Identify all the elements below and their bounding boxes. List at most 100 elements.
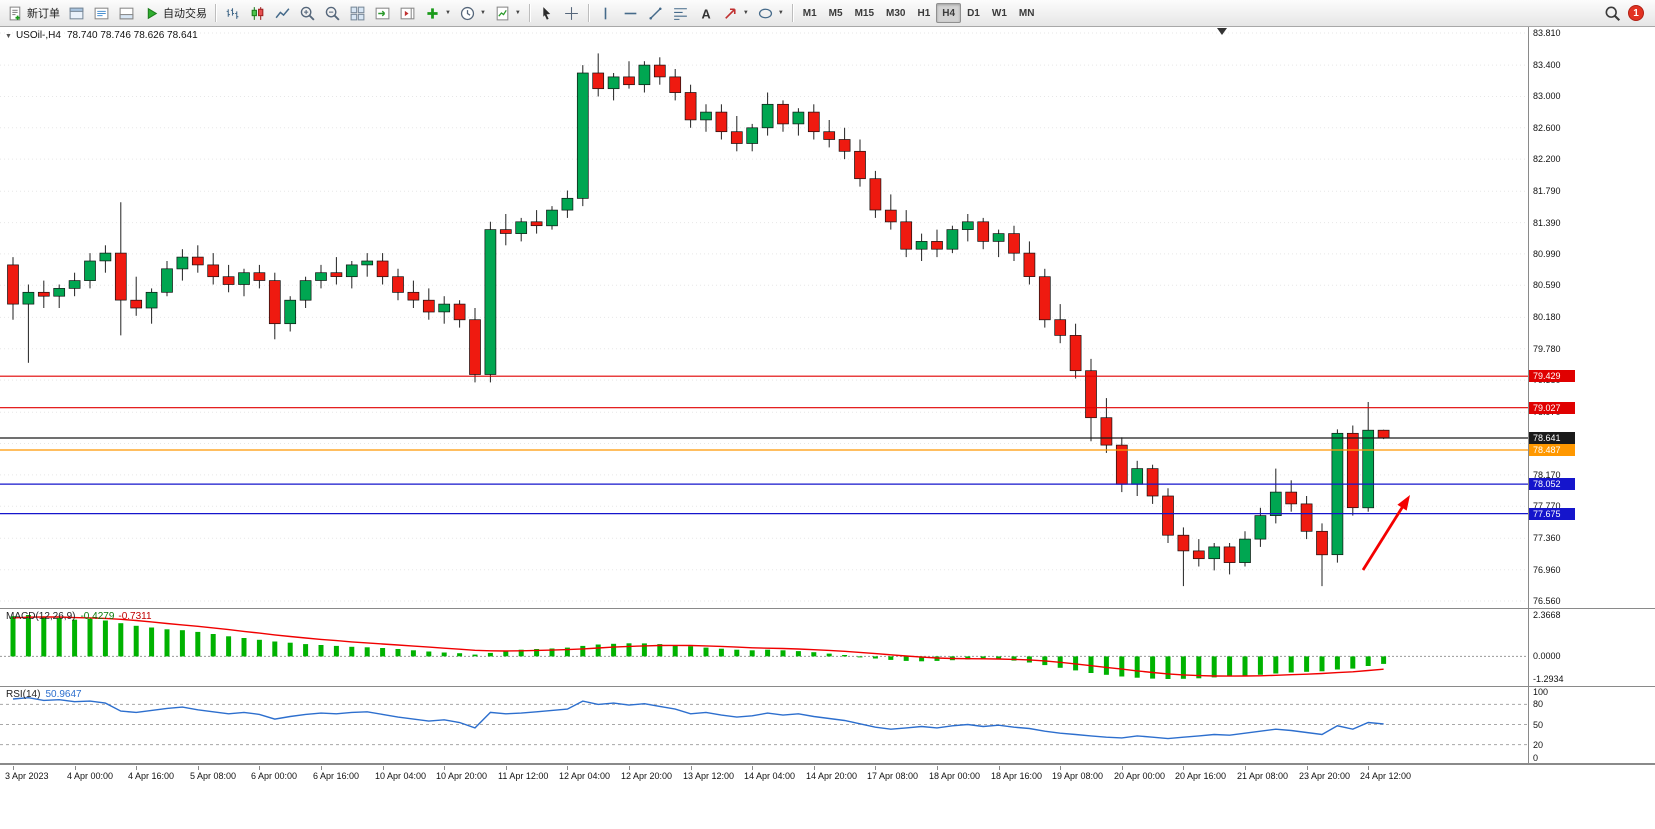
market-watch-button[interactable] — [89, 2, 114, 24]
arrow-tools-button[interactable]: ▼ — [718, 2, 753, 24]
timeframe-m5-button[interactable]: M5 — [828, 7, 843, 19]
bull-candle — [992, 233, 1005, 242]
bear-candle — [191, 256, 204, 266]
macd-histogram-bar — [102, 620, 108, 657]
macd-panel[interactable]: MACD(12,26,9) -0.4279 -0.7311 — [0, 609, 1528, 687]
rsi-panel[interactable]: RSI(14) 50.9647 — [0, 687, 1528, 764]
ohlc-values: 78.740 78.746 78.626 78.641 — [66, 30, 198, 41]
notification-badge[interactable]: 1 — [1628, 5, 1644, 21]
autotrading-button[interactable]: 自动交易 — [139, 2, 211, 24]
line-chart-button[interactable] — [270, 2, 295, 24]
new-order-button[interactable]: 新订单 — [3, 2, 64, 24]
candles-icon — [249, 5, 266, 22]
bear-candle — [1023, 252, 1036, 277]
macd-histogram-bar — [272, 641, 278, 657]
timeframe-h1-button[interactable]: H1 — [917, 7, 931, 19]
hline-icon — [622, 5, 639, 22]
bull-candle — [515, 221, 528, 234]
time-axis-label: 23 Apr 20:00 — [1299, 771, 1351, 781]
time-axis[interactable]: 3 Apr 2023 4 Apr 00:00 4 Apr 16:00 5 Apr 08… — [0, 764, 1655, 784]
timeframe-mn-button[interactable]: MN — [1018, 7, 1035, 19]
timeframe-d1-button[interactable]: D1 — [967, 7, 980, 19]
macd-axis-label: 2.3668 — [1533, 610, 1561, 620]
chart-shift-button[interactable] — [395, 2, 420, 24]
time-axis-label: 20 Apr 16:00 — [1175, 771, 1227, 781]
timeframe-h4-button[interactable]: H4 — [936, 3, 962, 23]
bull-candle — [299, 280, 312, 301]
buy-arrow-annotation[interactable] — [1361, 499, 1408, 571]
trendline-button[interactable] — [643, 2, 668, 24]
indicators-button[interactable]: ▼ — [420, 2, 455, 24]
time-tick — [1368, 766, 1369, 770]
time-axis-label: 20 Apr 00:00 — [1114, 771, 1166, 781]
window-icon — [68, 5, 85, 22]
horizontal-line-button[interactable] — [618, 2, 643, 24]
rsi-canvas[interactable] — [0, 687, 1528, 764]
symbol-dropdown-icon[interactable]: ▼ — [5, 33, 12, 40]
timeframe-w1-button[interactable]: W1 — [991, 7, 1007, 19]
macd-histogram-bar — [349, 646, 355, 657]
time-axis-label: 4 Apr 16:00 — [128, 771, 175, 781]
price-axis-label: 83.810 — [1533, 28, 1561, 38]
price-axis-label: 83.000 — [1533, 91, 1561, 101]
bar-chart-button[interactable] — [220, 2, 245, 24]
rsi-scale[interactable]: 100 80 50 20 0 — [1528, 687, 1655, 764]
time-axis-label: 10 Apr 04:00 — [375, 771, 427, 781]
macd-histogram-bar — [1257, 656, 1263, 675]
candlestick-chart-button[interactable] — [245, 2, 270, 24]
macd-histogram-bar — [133, 625, 139, 657]
bear-candle — [530, 221, 543, 227]
macd-scale[interactable]: 2.3668 0.0000 -1.2934 — [1528, 609, 1655, 687]
rsi-axis-label: 100 — [1533, 687, 1549, 697]
macd-histogram-bar — [749, 650, 755, 657]
timeframe-m15-button[interactable]: M15 — [854, 7, 875, 19]
vertical-line-button[interactable] — [593, 2, 618, 24]
macd-histogram-bar — [580, 645, 586, 657]
macd-name: MACD(12,26,9) — [6, 611, 76, 622]
time-tick — [567, 766, 568, 770]
chart-shift-marker[interactable] — [1217, 28, 1227, 35]
fibonacci-button[interactable] — [668, 2, 693, 24]
terminal-window-button[interactable] — [114, 2, 139, 24]
time-tick — [136, 766, 137, 770]
time-axis-label: 21 Apr 08:00 — [1237, 771, 1289, 781]
macd-histogram-bar — [549, 648, 555, 657]
periods-button[interactable]: ▼ — [455, 2, 490, 24]
macd-histogram-bar — [703, 647, 709, 657]
bear-candle — [1100, 417, 1113, 446]
rsi-axis-label: 50 — [1533, 720, 1544, 730]
price-chart[interactable]: ▼ USOil-,H4 78.740 78.746 78.626 78.641 — [0, 27, 1528, 609]
crosshair-button[interactable] — [559, 2, 584, 24]
zoom-out-button[interactable] — [320, 2, 345, 24]
timeframe-m30-button[interactable]: M30 — [886, 7, 906, 19]
macd-histogram-bar — [287, 642, 293, 657]
text-label-button[interactable]: A — [693, 2, 718, 24]
price-scale[interactable]: 83.810 83.400 83.000 82.600 82.200 81.790 81.3… — [1528, 27, 1655, 609]
search-icon — [1604, 5, 1621, 22]
macd-histogram-bar — [780, 650, 786, 657]
macd-histogram-bar — [1288, 656, 1294, 673]
candlestick-canvas[interactable] — [0, 27, 1528, 609]
auto-scroll-button[interactable] — [370, 2, 395, 24]
search-button[interactable] — [1600, 2, 1625, 24]
macd-histogram-bar — [10, 616, 16, 657]
macd-histogram-bar — [826, 653, 832, 657]
macd-canvas[interactable] — [0, 609, 1528, 687]
charts-window-button[interactable] — [64, 2, 89, 24]
tile-windows-button[interactable] — [345, 2, 370, 24]
shape-tools-button[interactable]: ▼ — [753, 2, 788, 24]
rsi-line — [12, 696, 1384, 740]
bear-candle — [1316, 530, 1328, 556]
timeframe-m1-button[interactable]: M1 — [802, 7, 817, 19]
bull-candle — [176, 256, 189, 270]
bear-candle — [1223, 546, 1236, 563]
bull-candle — [1362, 429, 1375, 509]
zoom-in-button[interactable] — [295, 2, 320, 24]
cursor-button[interactable] — [534, 2, 559, 24]
time-axis-label: 14 Apr 20:00 — [806, 771, 858, 781]
bear-candle — [1162, 495, 1174, 536]
templates-button[interactable]: ▼ — [490, 2, 525, 24]
bull-candle — [915, 241, 928, 250]
bear-candle — [422, 299, 435, 313]
